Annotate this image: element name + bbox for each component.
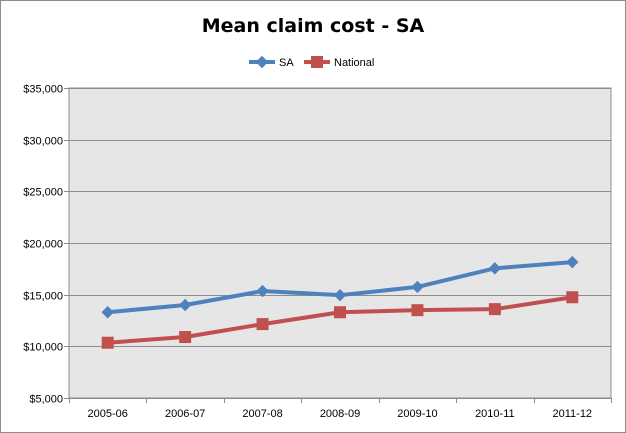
diamond-marker [333, 288, 347, 302]
legend-label: SA [279, 57, 294, 69]
legend: SA National [249, 55, 374, 69]
y-axis: $5,000 $10,000 $15,000 $20,000 $25,000 $30,00… [23, 84, 69, 406]
y-tick-label: $15,000 [23, 291, 63, 303]
x-tick-label: 2009-10 [397, 408, 437, 420]
x-tick-label: 2008-09 [320, 408, 360, 420]
diamond-marker [178, 298, 192, 312]
square-marker [411, 304, 424, 317]
legend-item: National [304, 56, 374, 69]
y-tick-label: $35,000 [23, 84, 63, 96]
y-tick-label: $30,000 [23, 136, 63, 148]
legend-item: SA [249, 55, 294, 69]
diamond-marker [488, 262, 502, 275]
diamond-marker [255, 55, 269, 69]
x-tick-label: 2011-12 [553, 408, 593, 420]
y-tick-label: $5,000 [29, 394, 63, 406]
x-tick-label: 2010-11 [475, 408, 515, 420]
chart-title: Mean claim cost - SA [202, 15, 425, 37]
square-marker [256, 318, 269, 331]
legend-label: National [334, 57, 374, 69]
diamond-marker [411, 280, 424, 294]
x-tick-label: 2006-07 [165, 408, 205, 420]
square-marker [179, 331, 192, 344]
x-tick-label: 2005-06 [88, 408, 128, 420]
diamond-marker [256, 284, 269, 298]
square-marker [311, 56, 323, 68]
series-national [101, 291, 579, 349]
x-axis: 2005-06 2006-07 2007-08 2008-09 2009-10 2010-… [69, 398, 612, 420]
series-group [101, 255, 579, 349]
diamond-marker [101, 306, 114, 319]
square-marker [566, 291, 579, 304]
diamond-marker [566, 255, 579, 269]
square-marker [334, 306, 346, 319]
series-sa [101, 255, 579, 319]
y-tick-label: $20,000 [23, 239, 63, 251]
x-tick-label: 2007-08 [242, 408, 282, 420]
square-marker [101, 336, 114, 349]
square-marker [488, 303, 501, 316]
y-tick-label: $10,000 [23, 342, 63, 354]
y-tick-label: $25,000 [23, 187, 63, 199]
